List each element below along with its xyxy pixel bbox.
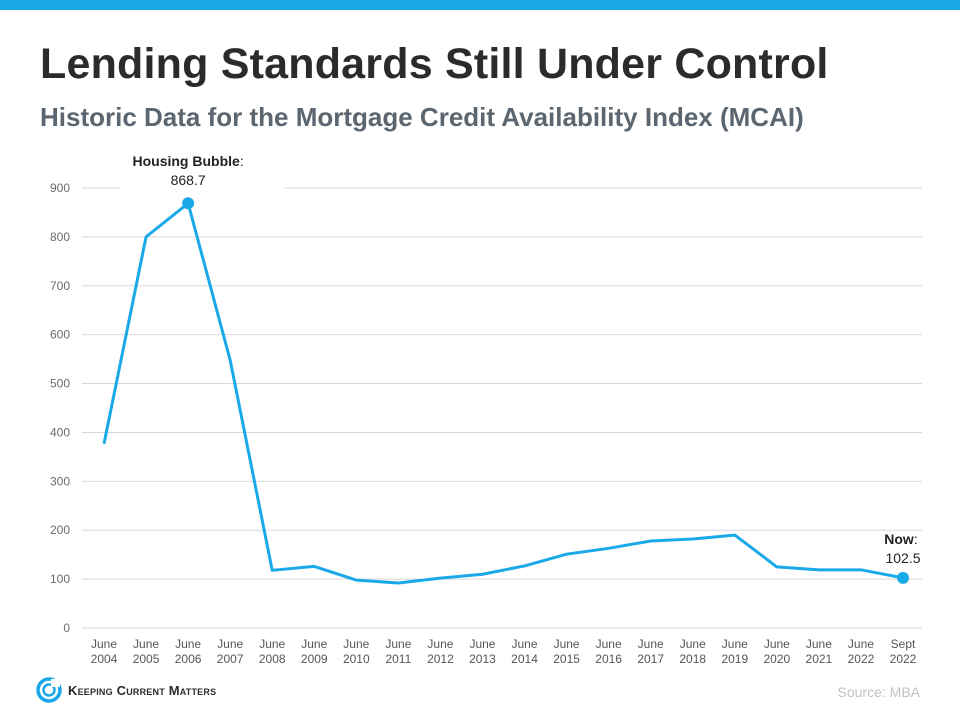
x-tick-label-month: June (133, 637, 159, 651)
page-subtitle: Historic Data for the Mortgage Credit Av… (40, 102, 804, 132)
x-tick-label-year: 2022 (890, 652, 917, 666)
x-tick-label-month: June (806, 637, 832, 651)
annotation-value: 102.5 (885, 550, 920, 566)
x-tick-label-month: June (259, 637, 285, 651)
x-tick-label-month: June (596, 637, 622, 651)
logo-text: Keeping Current Matters (68, 682, 217, 698)
x-tick-label-month: June (427, 637, 453, 651)
brand-logo: Keeping Current Matters (36, 677, 216, 703)
page-title: Lending Standards Still Under Control (40, 40, 829, 88)
y-tick-label: 700 (50, 279, 70, 293)
x-tick-label-year: 2006 (175, 652, 202, 666)
annotation-label: Now: (884, 531, 917, 547)
x-tick-label-month: June (175, 637, 201, 651)
source-note: Source: MBA (837, 684, 920, 700)
y-tick-label: 600 (50, 328, 70, 342)
kcm-swirl-icon (36, 677, 62, 703)
x-tick-label-month: June (301, 637, 327, 651)
annotation-label: Housing Bubble: (132, 153, 243, 169)
x-tick-label-month: June (469, 637, 495, 651)
x-tick-label-month: June (848, 637, 874, 651)
y-tick-label: 900 (50, 181, 70, 195)
x-tick-label-month: June (385, 637, 411, 651)
y-tick-label: 800 (50, 230, 70, 244)
x-tick-label-month: June (638, 637, 664, 651)
x-tick-label-month: June (554, 637, 580, 651)
x-tick-label-month: June (680, 637, 706, 651)
x-tick-label-year: 2008 (259, 652, 286, 666)
x-tick-label-year: 2014 (511, 652, 538, 666)
x-tick-label-year: 2007 (217, 652, 244, 666)
annotated-point-marker (182, 197, 195, 210)
x-tick-label-month: Sept (891, 637, 916, 651)
x-tick-label-year: 2004 (91, 652, 118, 666)
mcai-series-line (102, 201, 904, 585)
x-tick-label-year: 2005 (133, 652, 160, 666)
x-tick-label-month: June (91, 637, 117, 651)
x-tick-label-year: 2019 (721, 652, 748, 666)
x-tick-label-year: 2016 (595, 652, 622, 666)
annotation-background (120, 150, 284, 196)
x-tick-label-year: 2015 (553, 652, 580, 666)
x-tick-label-year: 2022 (848, 652, 875, 666)
y-tick-label: 0 (63, 621, 70, 635)
y-tick-label: 200 (50, 523, 70, 537)
annotation-value: 868.7 (171, 172, 206, 188)
y-tick-label: 300 (50, 474, 70, 488)
annotated-point-marker (897, 571, 909, 584)
x-tick-label-year: 2018 (679, 652, 706, 666)
x-tick-label-year: 2011 (385, 652, 411, 666)
x-tick-label-year: 2009 (301, 652, 328, 666)
x-tick-label-year: 2013 (469, 652, 496, 666)
x-tick-label-year: 2012 (427, 652, 454, 666)
x-tick-label-month: June (764, 637, 790, 651)
x-tick-label-year: 2017 (637, 652, 664, 666)
x-tick-label-month: June (343, 637, 369, 651)
x-tick-label-year: 2021 (806, 652, 833, 666)
y-tick-label: 100 (50, 572, 70, 586)
y-tick-label: 400 (50, 425, 70, 439)
y-tick-label: 500 (50, 377, 70, 391)
x-tick-label-year: 2010 (343, 652, 370, 666)
x-tick-label-month: June (722, 637, 748, 651)
x-tick-label-month: June (217, 637, 243, 651)
x-tick-label-year: 2020 (763, 652, 790, 666)
top-accent-bar (0, 0, 960, 10)
x-tick-label-month: June (512, 637, 538, 651)
